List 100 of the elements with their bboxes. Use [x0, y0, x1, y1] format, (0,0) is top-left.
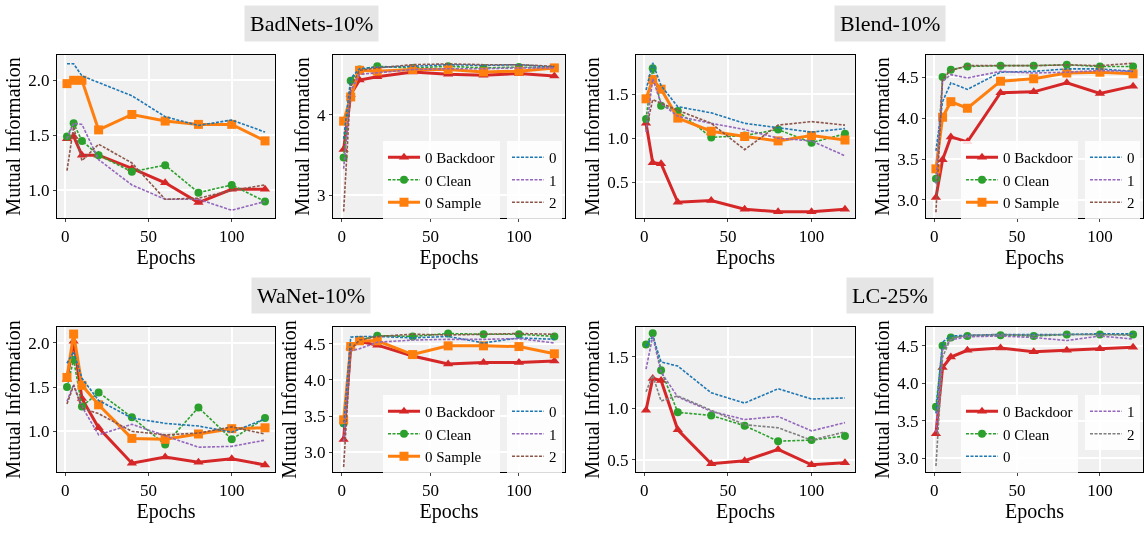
x-tick-label: 100	[218, 481, 245, 501]
y-axis-title: Mutual Information	[290, 57, 313, 216]
y-tick-label: 0.5	[607, 450, 629, 470]
x-axis-title: Epochs	[1005, 246, 1065, 270]
point	[806, 207, 817, 215]
point	[840, 432, 849, 441]
chart-title: WaNet-10%	[257, 283, 366, 308]
point	[962, 345, 973, 353]
point	[127, 167, 136, 176]
y-tick-label: 2.0	[28, 333, 50, 353]
x-tick-label: 100	[506, 481, 532, 501]
point	[706, 126, 716, 136]
x-axis-title: Epochs	[419, 246, 479, 270]
point	[62, 383, 71, 392]
point	[648, 329, 657, 338]
legend-label: 0	[1003, 449, 1011, 466]
legend-label: 0 Clean	[1003, 172, 1050, 189]
y-axis-title: Mutual Information	[1, 320, 24, 479]
x-tick-label: 50	[140, 227, 158, 247]
point	[69, 329, 79, 339]
x-tick-label: 50	[140, 481, 158, 501]
chart-title: BadNets-10%	[250, 11, 374, 36]
x-tick-label: 50	[421, 481, 439, 501]
point	[160, 116, 170, 126]
x-tick-label: 100	[1087, 227, 1113, 247]
point	[672, 425, 683, 433]
legend-label: 0 Clean	[425, 426, 472, 443]
x-tick-label: 0	[640, 481, 649, 501]
y-axis-title: Mutual Information	[580, 320, 603, 479]
x-tick-label: 50	[421, 227, 439, 247]
point	[1029, 74, 1039, 84]
line-series	[66, 383, 266, 449]
point	[193, 457, 204, 465]
y-tick-label: 1.5	[607, 347, 629, 367]
point	[479, 341, 489, 351]
legend-label: 0 Clean	[425, 172, 472, 189]
legend-label: 1	[549, 172, 557, 189]
y-tick-label: 0.5	[607, 173, 629, 193]
y-tick-label: 4.0	[897, 109, 919, 129]
legend-label: 0	[1127, 150, 1135, 167]
point	[996, 61, 1005, 70]
x-tick-label: 0	[930, 481, 939, 501]
x-tick-label: 0	[337, 481, 347, 501]
point	[1061, 345, 1072, 353]
x-tick-label: 0	[61, 227, 70, 247]
point	[227, 435, 236, 444]
legend-label: 2	[1127, 426, 1135, 443]
point	[77, 136, 86, 145]
point	[549, 349, 559, 359]
x-tick-label: 0	[61, 481, 70, 501]
point	[194, 403, 203, 412]
point	[706, 459, 717, 467]
point	[995, 343, 1006, 351]
point	[1128, 69, 1138, 79]
legend-label: 0 Sample	[425, 195, 482, 212]
point	[77, 75, 87, 85]
x-tick-label: 100	[218, 227, 245, 247]
y-axis-title: Mutual Information	[580, 57, 603, 216]
y-tick-label: 1.5	[607, 85, 629, 105]
legend-label: 2	[1127, 195, 1135, 212]
x-axis-title: Epochs	[419, 500, 479, 524]
x-axis-title: Epochs	[1005, 500, 1065, 524]
x-tick-label: 50	[719, 227, 737, 247]
legend-label: 0 Sample	[1003, 195, 1060, 212]
y-axis-title: Mutual Information	[870, 57, 893, 216]
legend-label: 0	[549, 404, 557, 421]
y-tick-label: 3.5	[304, 407, 326, 427]
legend-label: 1	[549, 426, 557, 443]
y-tick-label: 4.5	[897, 68, 919, 88]
x-tick-label: 100	[506, 227, 532, 247]
y-tick-label: 1.0	[28, 181, 50, 201]
x-axis-title: Epochs	[136, 500, 196, 524]
x-tick-label: 50	[1008, 481, 1026, 501]
point	[946, 97, 956, 107]
y-tick-label: 3.0	[897, 449, 919, 469]
point	[94, 125, 104, 135]
point	[962, 103, 972, 113]
x-tick-label: 50	[719, 481, 737, 501]
x-axis-title: Epochs	[716, 500, 776, 524]
point	[806, 460, 817, 468]
point	[1028, 347, 1039, 355]
point	[261, 414, 270, 423]
x-tick-label: 0	[640, 227, 649, 247]
y-axis-title: Mutual Information	[277, 320, 300, 479]
point	[94, 400, 104, 410]
legend-label: 2	[549, 449, 557, 466]
y-tick-label: 3.5	[897, 149, 919, 169]
line-series	[66, 63, 266, 133]
chart-title: Blend-10%	[840, 11, 941, 36]
point	[996, 76, 1006, 86]
y-axis-title: Mutual Information	[870, 320, 893, 479]
line-series	[645, 77, 846, 157]
y-tick-label: 3.0	[897, 190, 919, 210]
y-tick-label: 4.5	[304, 334, 326, 354]
y-tick-label: 2.0	[28, 71, 50, 91]
legend-label: 0 Clean	[1003, 426, 1050, 443]
point	[194, 188, 203, 197]
legend-label: 0	[549, 150, 557, 167]
y-tick-label: 4.0	[304, 370, 326, 390]
point	[549, 71, 560, 79]
